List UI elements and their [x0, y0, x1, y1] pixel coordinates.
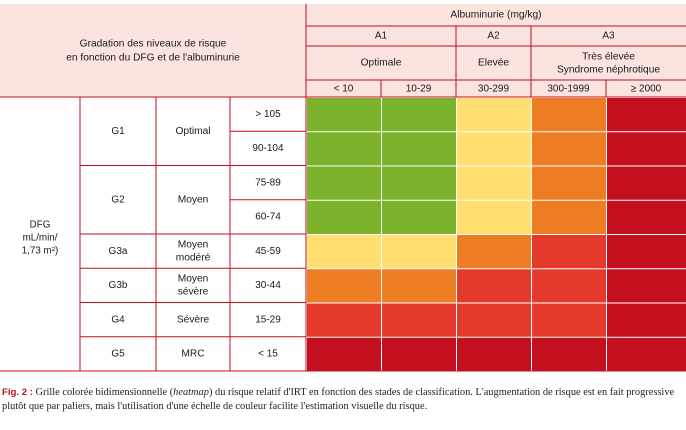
heatmap-cell-r4-c2 [457, 235, 531, 269]
albuminuria-code-a2: A2 [487, 31, 500, 42]
heatmap-cell-r2-c0 [307, 166, 381, 200]
heatmap-cell-r3-c3 [532, 200, 606, 234]
stage-label-g3b-1: sévère [178, 287, 209, 298]
dfg-range-g5-0: < 15 [258, 349, 278, 360]
stage-label-g3b-0: Moyen [178, 274, 209, 285]
albuminuria-label-a1: Optimale [361, 58, 402, 69]
caption-label: Fig. 2 : [2, 387, 33, 398]
heatmap-cell-r7-c0 [307, 337, 381, 371]
risk-heatmap-svg: Gradation des niveaux de risque en foncti… [0, 4, 686, 372]
heatmap-cell-r5-c1 [382, 269, 456, 303]
heatmap-cell-r1-c4 [607, 132, 686, 166]
heatmap-cell-r6-c1 [382, 303, 456, 337]
heatmap-cell-r7-c2 [457, 337, 531, 371]
heatmap-cell-r3-c1 [382, 200, 456, 234]
heatmap-cell-r6-c3 [532, 303, 606, 337]
albuminuria-range-4: ≥ 2000 [631, 84, 662, 95]
heatmap-cell-r7-c4 [607, 337, 686, 371]
stage-code-g2: G2 [111, 194, 125, 205]
heatmap-cell-r3-c4 [607, 200, 686, 234]
heatmap-cell-r0-c3 [532, 98, 606, 132]
figure-caption: Fig. 2 : Grille colorée bidimensionnelle… [2, 386, 682, 414]
title-line-1: Gradation des niveaux de risque [80, 39, 227, 50]
albuminuria-range-1: 10-29 [406, 84, 432, 95]
stage-label-g4: Sévère [177, 314, 210, 325]
heatmap-cell-r1-c1 [382, 132, 456, 166]
heatmap-cell-r6-c0 [307, 303, 381, 337]
albuminuria-range-2: 30-299 [478, 84, 510, 95]
heatmap-cell-r4-c1 [382, 235, 456, 269]
heatmap-cell-r5-c2 [457, 269, 531, 303]
heatmap-cell-r7-c3 [532, 337, 606, 371]
heatmap-cell-r4-c3 [532, 235, 606, 269]
heatmap-cell-r6-c4 [607, 303, 686, 337]
heatmap-cell-r0-c1 [382, 98, 456, 132]
stage-code-g3a: G3a [109, 246, 128, 257]
dfg-label-2: 1,73 m²) [22, 246, 58, 257]
heatmap-cell-r1-c0 [307, 132, 381, 166]
stage-code-g4: G4 [111, 314, 125, 325]
heatmap-cell-r1-c3 [532, 132, 606, 166]
stage-label-g5: MRC [181, 349, 204, 360]
albuminuria-range-3: 300-1999 [547, 84, 590, 95]
dfg-range-g2-0: 75-89 [255, 177, 281, 188]
dfg-range-g2-1: 60-74 [255, 212, 281, 223]
heatmap-cell-r0-c2 [457, 98, 531, 132]
stage-code-g1: G1 [111, 126, 125, 137]
heatmap-cell-r5-c0 [307, 269, 381, 303]
heatmap-cell-r5-c4 [607, 269, 686, 303]
heatmap-cell-r7-c1 [382, 337, 456, 371]
dfg-label-1: mL/min/ [23, 233, 58, 244]
albuminuria-code-a3: A3 [602, 31, 615, 42]
stage-code-g3b: G3b [109, 280, 128, 291]
risk-heatmap-grid: Gradation des niveaux de risque en foncti… [0, 4, 686, 372]
stage-label-g2: Moyen [178, 194, 209, 205]
stage-code-g5: G5 [111, 349, 125, 360]
heatmap-cell-r2-c1 [382, 166, 456, 200]
stage-label-g1: Optimal [175, 126, 210, 137]
heatmap-cell-r2-c2 [457, 166, 531, 200]
stage-label-g3a-1: modéré [176, 252, 211, 263]
albuminuria-label-a3-1: Syndrome néphrotique [557, 65, 660, 76]
albuminuria-range-0: < 10 [334, 84, 354, 95]
dfg-range-g1-1: 90-104 [252, 143, 284, 154]
dfg-range-g3a-0: 45-59 [255, 246, 281, 257]
albuminuria-code-a1: A1 [375, 31, 388, 42]
caption-text-after: ) du risque relatif d'IRT en fonction de… [2, 387, 675, 412]
heatmap-cell-r2-c3 [532, 166, 606, 200]
heatmap-cell-r0-c4 [607, 98, 686, 132]
title-line-2: en fonction du DFG et de l'albuminurie [66, 53, 240, 64]
heatmap-cell-r3-c0 [307, 200, 381, 234]
dfg-range-g3b-0: 30-44 [255, 280, 281, 291]
heatmap-cell-r1-c2 [457, 132, 531, 166]
caption-emphasis: heatmap [173, 387, 209, 398]
heatmap-cell-r5-c3 [532, 269, 606, 303]
heatmap-cell-r2-c4 [607, 166, 686, 200]
caption-text-before: Grille colorée bidimensionnelle ( [32, 387, 174, 398]
albuminuria-title: Albuminurie (mg/kg) [450, 10, 541, 21]
dfg-range-g1-0: > 105 [255, 109, 281, 120]
heatmap-cell-r0-c0 [307, 98, 381, 132]
dfg-label-0: DFG [30, 220, 51, 231]
albuminuria-label-a3-0: Très élevée [582, 52, 635, 63]
header-background [0, 4, 686, 97]
heatmap-cell-r4-c0 [307, 235, 381, 269]
heatmap-cell-r4-c4 [607, 235, 686, 269]
albuminuria-label-a2: Elevée [478, 58, 509, 69]
stage-label-g3a-0: Moyen [178, 239, 209, 250]
heatmap-cell-r3-c2 [457, 200, 531, 234]
heatmap-cell-r6-c2 [457, 303, 531, 337]
dfg-range-g4-0: 15-29 [255, 314, 281, 325]
